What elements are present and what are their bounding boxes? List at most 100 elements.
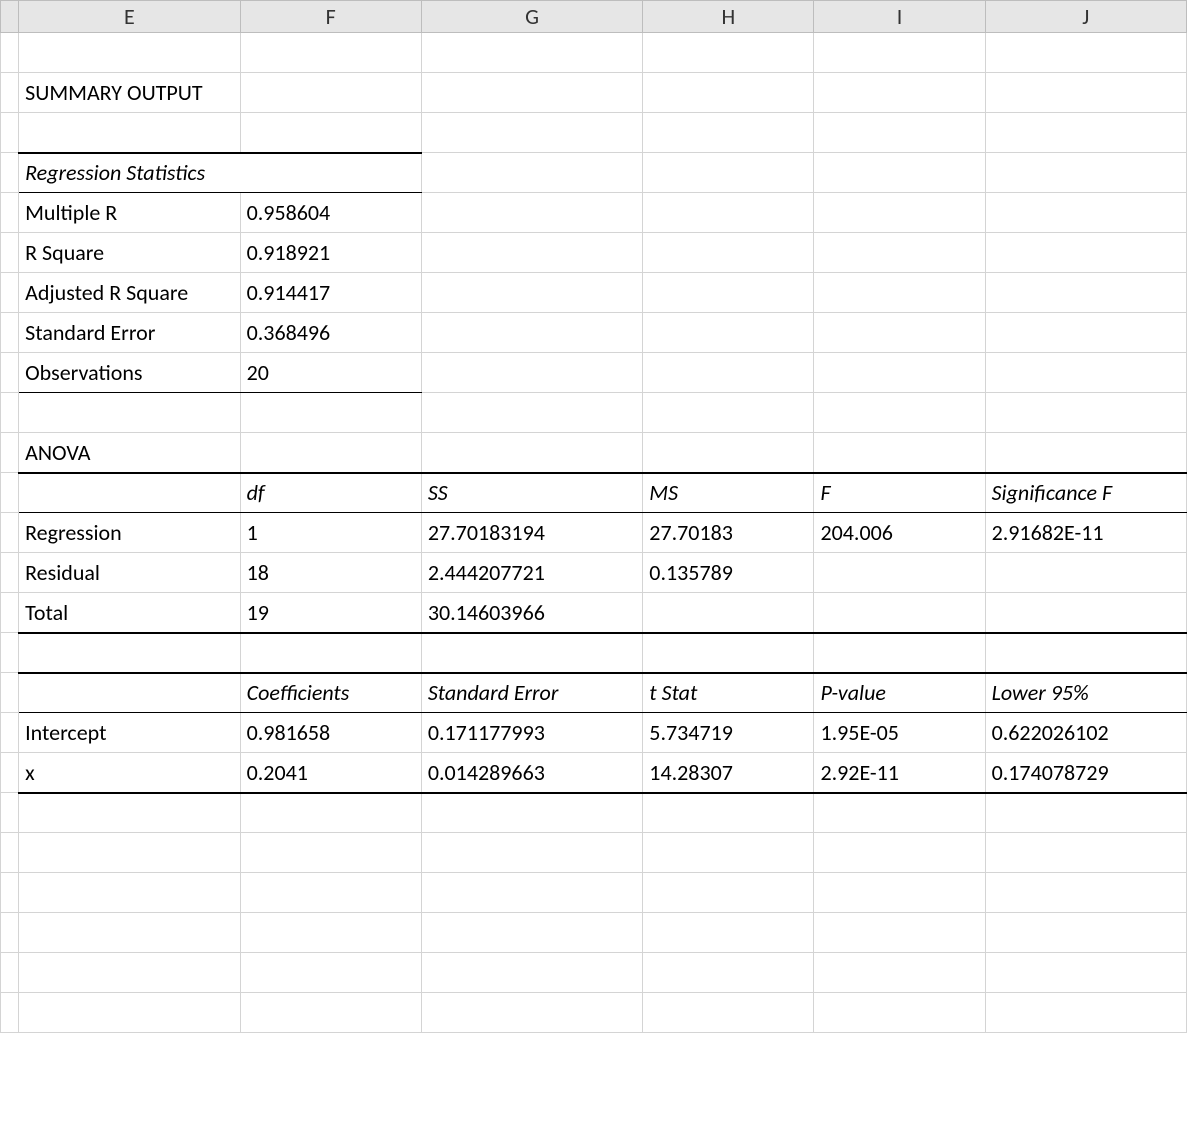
cell[interactable] <box>814 433 985 473</box>
row-header[interactable] <box>1 713 19 753</box>
anova-cell[interactable]: 27.70183 <box>643 513 814 553</box>
cell[interactable] <box>19 873 240 913</box>
coef-header-pvalue[interactable]: P-value <box>814 673 985 713</box>
row-header[interactable] <box>1 513 19 553</box>
cell[interactable] <box>985 233 1186 273</box>
cell[interactable] <box>985 153 1186 193</box>
regstat-label[interactable]: Multiple R <box>19 193 240 233</box>
cell[interactable] <box>240 33 421 73</box>
cell[interactable] <box>643 633 814 673</box>
row[interactable]: x 0.2041 0.014289663 14.28307 2.92E-11 0… <box>1 753 1187 793</box>
row[interactable]: Coefficients Standard Error t Stat P-val… <box>1 673 1187 713</box>
cell[interactable] <box>985 913 1186 953</box>
anova-cell[interactable]: 30.14603966 <box>421 593 642 633</box>
cell[interactable] <box>985 833 1186 873</box>
row[interactable]: Multiple R 0.958604 <box>1 193 1187 233</box>
cell[interactable] <box>643 193 814 233</box>
cell[interactable] <box>643 313 814 353</box>
row-header[interactable] <box>1 953 19 993</box>
cell[interactable] <box>643 113 814 153</box>
cell[interactable] <box>421 993 642 1033</box>
cell[interactable] <box>814 193 985 233</box>
row[interactable]: Residual 18 2.444207721 0.135789 <box>1 553 1187 593</box>
column-header-I[interactable]: I <box>814 1 985 33</box>
anova-cell[interactable]: 27.70183194 <box>421 513 642 553</box>
coef-cell[interactable]: 0.174078729 <box>985 753 1186 793</box>
row[interactable] <box>1 393 1187 433</box>
regstat-label[interactable]: R Square <box>19 233 240 273</box>
row[interactable]: ANOVA <box>1 433 1187 473</box>
coef-cell[interactable]: 0.981658 <box>240 713 421 753</box>
cell[interactable] <box>19 913 240 953</box>
row-header[interactable] <box>1 793 19 833</box>
cell[interactable] <box>19 833 240 873</box>
cell[interactable] <box>240 993 421 1033</box>
row[interactable]: Adjusted R Square 0.914417 <box>1 273 1187 313</box>
cell[interactable] <box>814 73 985 113</box>
anova-cell[interactable]: 18 <box>240 553 421 593</box>
row-header[interactable] <box>1 393 19 433</box>
cell[interactable] <box>814 313 985 353</box>
cell[interactable] <box>814 273 985 313</box>
row-header[interactable] <box>1 73 19 113</box>
cell[interactable] <box>985 993 1186 1033</box>
row[interactable] <box>1 793 1187 833</box>
row[interactable] <box>1 993 1187 1033</box>
row[interactable]: Regression 1 27.70183194 27.70183 204.00… <box>1 513 1187 553</box>
cell[interactable] <box>19 793 240 833</box>
anova-cell[interactable] <box>985 593 1186 633</box>
cell[interactable] <box>814 953 985 993</box>
cell[interactable] <box>421 953 642 993</box>
cell[interactable] <box>421 33 642 73</box>
row-header[interactable] <box>1 313 19 353</box>
row-header[interactable] <box>1 873 19 913</box>
anova-label[interactable]: ANOVA <box>19 433 240 473</box>
row-header[interactable] <box>1 553 19 593</box>
row-header[interactable] <box>1 593 19 633</box>
coef-row-label[interactable]: x <box>19 753 240 793</box>
cell[interactable] <box>643 353 814 393</box>
cell[interactable] <box>421 313 642 353</box>
cell[interactable] <box>421 633 642 673</box>
row-header[interactable] <box>1 153 19 193</box>
cell[interactable] <box>985 73 1186 113</box>
cell[interactable] <box>985 113 1186 153</box>
row-header[interactable] <box>1 353 19 393</box>
regstat-value[interactable]: 20 <box>240 353 421 393</box>
row-header[interactable] <box>1 193 19 233</box>
cell[interactable] <box>240 73 421 113</box>
row-header[interactable] <box>1 753 19 793</box>
regstat-label[interactable]: Standard Error <box>19 313 240 353</box>
cell[interactable] <box>814 233 985 273</box>
cell[interactable] <box>240 953 421 993</box>
cell[interactable] <box>985 433 1186 473</box>
anova-header-sigf[interactable]: Significance F <box>985 473 1186 513</box>
row[interactable]: df SS MS F Significance F <box>1 473 1187 513</box>
anova-header-blank[interactable] <box>19 473 240 513</box>
column-header-H[interactable]: H <box>643 1 814 33</box>
cell[interactable] <box>19 393 240 433</box>
column-header-J[interactable]: J <box>985 1 1186 33</box>
column-header-E[interactable]: E <box>19 1 240 33</box>
cell[interactable] <box>985 633 1186 673</box>
row-header[interactable] <box>1 833 19 873</box>
row-header[interactable] <box>1 673 19 713</box>
coef-cell[interactable]: 2.92E-11 <box>814 753 985 793</box>
cell[interactable] <box>421 833 642 873</box>
regstat-value[interactable]: 0.918921 <box>240 233 421 273</box>
cell[interactable] <box>421 273 642 313</box>
cell[interactable] <box>985 353 1186 393</box>
cell[interactable] <box>19 33 240 73</box>
row[interactable] <box>1 833 1187 873</box>
row[interactable]: Observations 20 <box>1 353 1187 393</box>
cell[interactable] <box>240 633 421 673</box>
anova-cell[interactable] <box>985 553 1186 593</box>
row[interactable] <box>1 33 1187 73</box>
coef-cell[interactable]: 1.95E-05 <box>814 713 985 753</box>
spreadsheet-grid[interactable]: E F G H I J SUMMARY OUTPUT Regression St… <box>0 0 1187 1033</box>
cell[interactable] <box>814 153 985 193</box>
row[interactable]: R Square 0.918921 <box>1 233 1187 273</box>
cell[interactable] <box>814 913 985 953</box>
anova-cell[interactable] <box>643 593 814 633</box>
cell[interactable] <box>421 433 642 473</box>
